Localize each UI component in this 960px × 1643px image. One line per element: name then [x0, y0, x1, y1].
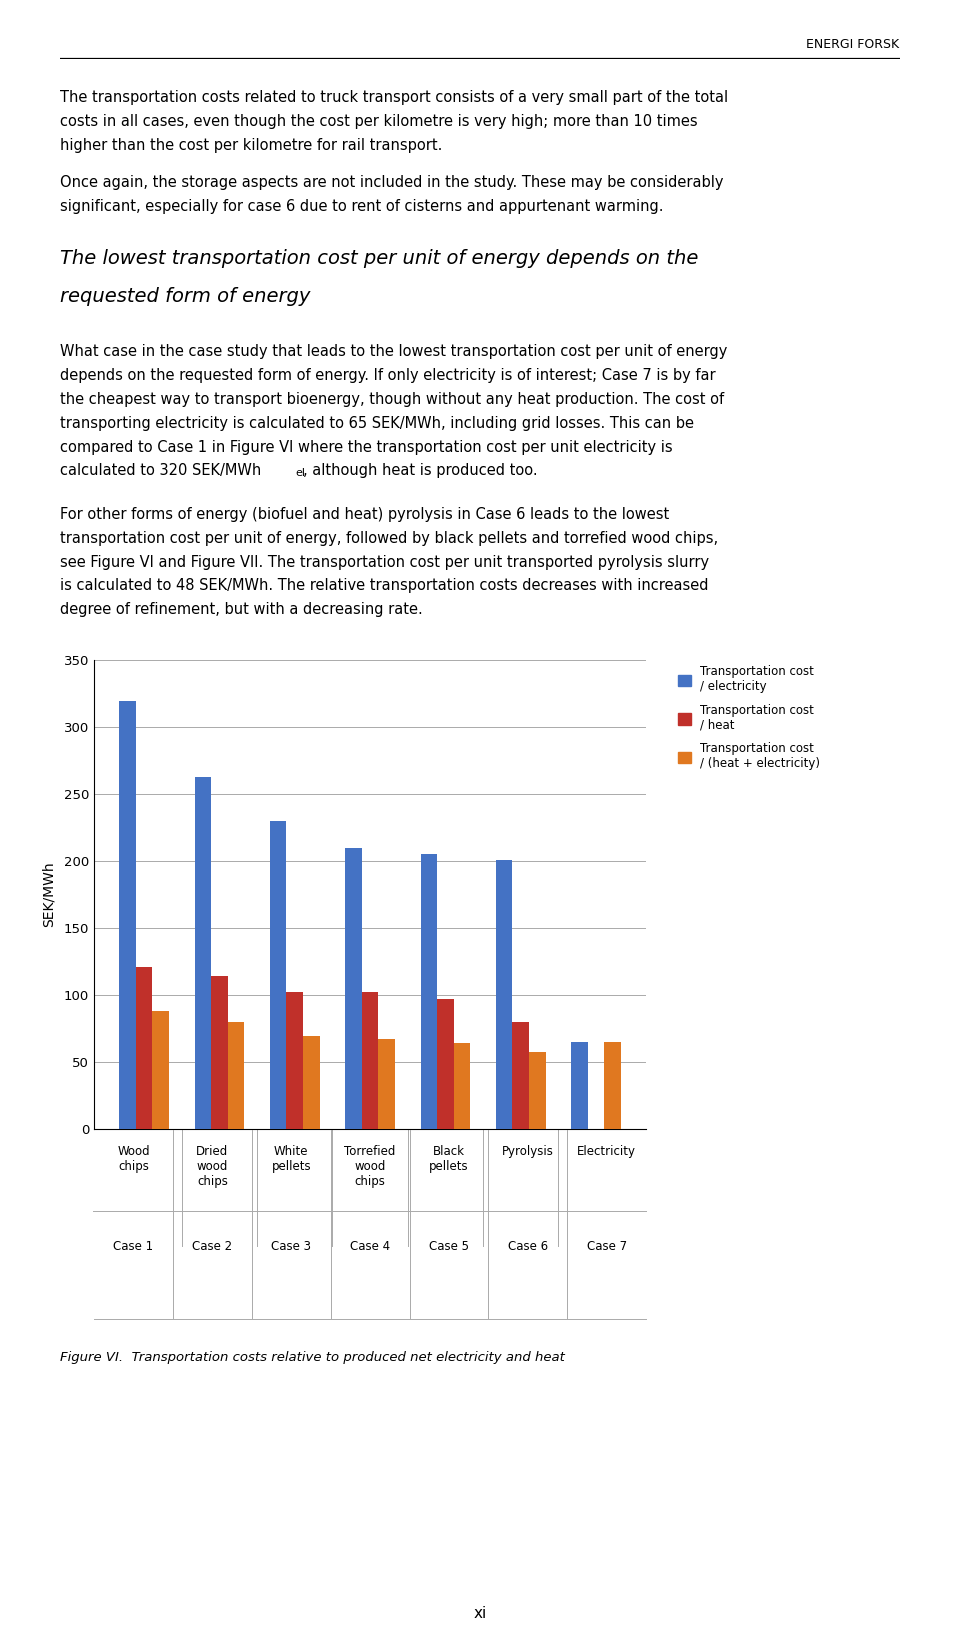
- Text: higher than the cost per kilometre for rail transport.: higher than the cost per kilometre for r…: [60, 138, 443, 153]
- Bar: [605, 1042, 621, 1129]
- Text: significant, especially for case 6 due to rent of cisterns and appurtenant warmi: significant, especially for case 6 due t…: [60, 199, 664, 214]
- Text: Once again, the storage aspects are not included in the study. These may be cons: Once again, the storage aspects are not …: [60, 174, 724, 191]
- Y-axis label: SEK/MWh: SEK/MWh: [41, 863, 56, 927]
- Text: depends on the requested form of energy. If only electricity is of interest; Cas: depends on the requested form of energy.…: [60, 368, 716, 383]
- Text: is calculated to 48 SEK/MWh. The relative transportation costs decreases with in: is calculated to 48 SEK/MWh. The relativ…: [60, 578, 709, 593]
- Text: White
pellets: White pellets: [272, 1145, 311, 1173]
- Text: Case 5: Case 5: [429, 1240, 468, 1254]
- Bar: [571, 1042, 588, 1129]
- Text: requested form of energy: requested form of energy: [60, 286, 311, 306]
- Text: Case 7: Case 7: [587, 1240, 627, 1254]
- Text: Wood
chips: Wood chips: [117, 1145, 150, 1173]
- Text: el: el: [296, 468, 305, 478]
- Bar: [529, 1053, 545, 1129]
- Text: The transportation costs related to truck transport consists of a very small par: The transportation costs related to truc…: [60, 90, 729, 105]
- Text: Dried
wood
chips: Dried wood chips: [196, 1145, 228, 1188]
- Text: Case 1: Case 1: [113, 1240, 154, 1254]
- Text: costs in all cases, even though the cost per kilometre is very high; more than 1: costs in all cases, even though the cost…: [60, 115, 698, 130]
- Text: xi: xi: [473, 1605, 487, 1622]
- Legend: Transportation cost
/ electricity, Transportation cost
/ heat, Transportation co: Transportation cost / electricity, Trans…: [674, 662, 824, 774]
- Bar: [153, 1010, 169, 1129]
- Text: What case in the case study that leads to the lowest transportation cost per uni: What case in the case study that leads t…: [60, 343, 728, 360]
- Bar: [303, 1037, 320, 1129]
- Bar: [135, 966, 153, 1129]
- Bar: [211, 976, 228, 1129]
- Text: see Figure VI and Figure VII. The transportation cost per unit transported pyrol: see Figure VI and Figure VII. The transp…: [60, 554, 709, 570]
- Text: degree of refinement, but with a decreasing rate.: degree of refinement, but with a decreas…: [60, 601, 423, 618]
- Text: transporting electricity is calculated to 65 SEK/MWh, including grid losses. Thi: transporting electricity is calculated t…: [60, 416, 694, 430]
- Text: transportation cost per unit of energy, followed by black pellets and torrefied : transportation cost per unit of energy, …: [60, 531, 719, 545]
- Bar: [454, 1043, 470, 1129]
- Text: Case 4: Case 4: [350, 1240, 390, 1254]
- Bar: [420, 854, 437, 1129]
- Bar: [513, 1022, 529, 1129]
- Bar: [228, 1022, 244, 1129]
- Text: , although heat is produced too.: , although heat is produced too.: [303, 463, 538, 478]
- Text: Case 6: Case 6: [508, 1240, 548, 1254]
- Text: Case 3: Case 3: [272, 1240, 311, 1254]
- Text: Black
pellets: Black pellets: [429, 1145, 468, 1173]
- Bar: [195, 777, 211, 1129]
- Text: For other forms of energy (biofuel and heat) pyrolysis in Case 6 leads to the lo: For other forms of energy (biofuel and h…: [60, 506, 670, 522]
- Text: compared to Case 1 in Figure VI where the transportation cost per unit electrici: compared to Case 1 in Figure VI where th…: [60, 439, 673, 455]
- Text: calculated to 320 SEK/MWh: calculated to 320 SEK/MWh: [60, 463, 262, 478]
- Bar: [437, 999, 454, 1129]
- Bar: [119, 700, 135, 1129]
- Bar: [496, 859, 513, 1129]
- Text: Case 2: Case 2: [192, 1240, 232, 1254]
- Bar: [286, 992, 303, 1129]
- Text: ENERGI FORSK: ENERGI FORSK: [806, 38, 900, 51]
- Text: Electricity: Electricity: [577, 1145, 636, 1158]
- Text: the cheapest way to transport bioenergy, though without any heat production. The: the cheapest way to transport bioenergy,…: [60, 391, 725, 407]
- Bar: [346, 848, 362, 1129]
- Text: Torrefied
wood
chips: Torrefied wood chips: [345, 1145, 396, 1188]
- Bar: [270, 822, 286, 1129]
- Text: Pyrolysis: Pyrolysis: [502, 1145, 554, 1158]
- Text: Figure VI.  Transportation costs relative to produced net electricity and heat: Figure VI. Transportation costs relative…: [60, 1351, 565, 1364]
- Text: The lowest transportation cost per unit of energy depends on the: The lowest transportation cost per unit …: [60, 248, 699, 268]
- Bar: [362, 992, 378, 1129]
- Bar: [378, 1038, 395, 1129]
